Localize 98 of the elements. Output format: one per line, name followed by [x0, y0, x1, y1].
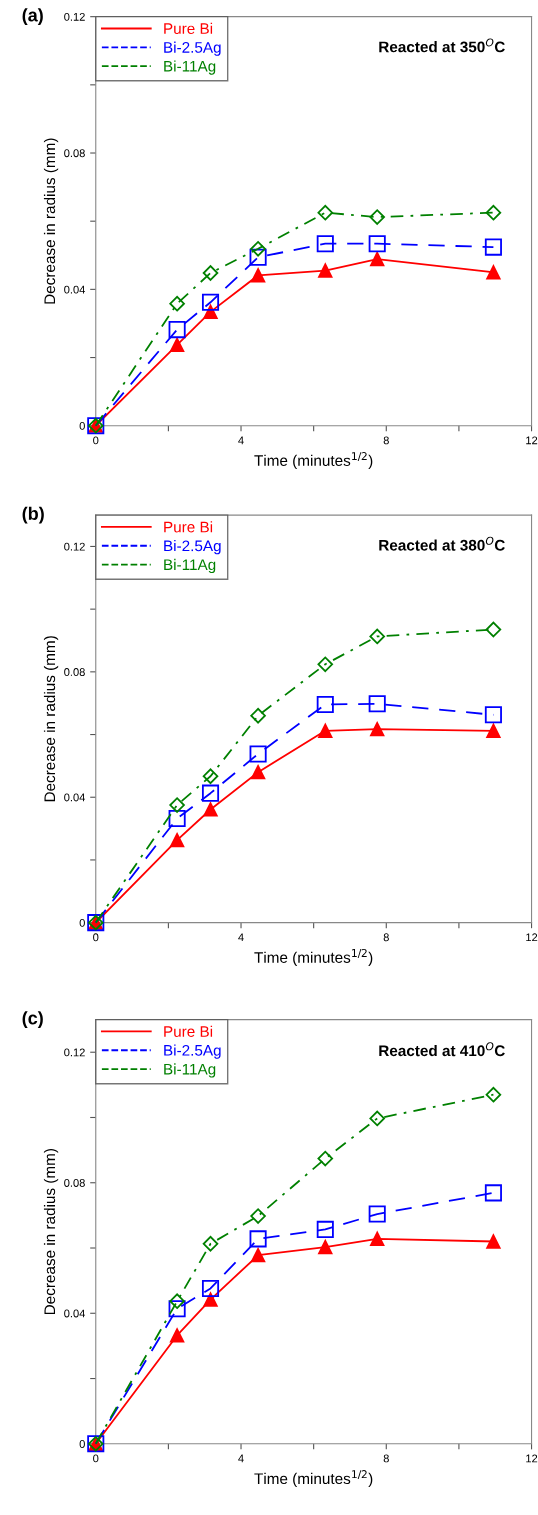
- y-tick-label: 0.12: [64, 12, 85, 21]
- y-tick-label: 0.04: [64, 793, 86, 802]
- legend-label: Bi-2.5Ag: [164, 41, 221, 56]
- point: [201, 784, 220, 802]
- point: [250, 1208, 266, 1224]
- point: [169, 337, 185, 353]
- point: [368, 235, 386, 253]
- point: [250, 268, 266, 283]
- point: [318, 723, 333, 738]
- point: [168, 1300, 186, 1318]
- y-tick-label: 0.12: [64, 1048, 85, 1057]
- y-tick-label: 0.04: [64, 1309, 86, 1318]
- x-tick-label: 4: [238, 933, 244, 942]
- point: [486, 265, 501, 280]
- y-tick-label: 0.08: [64, 668, 85, 676]
- x-tick-label: 12: [526, 933, 538, 942]
- legend-label: Pure Bi: [164, 521, 213, 533]
- legend-label: Bi-11Ag: [164, 558, 216, 574]
- legend-label: Bi-2.5Ag: [164, 1044, 221, 1059]
- point: [485, 621, 502, 638]
- legend-label: Bi-2.5Ag: [164, 540, 221, 555]
- point: [169, 1293, 185, 1309]
- text: (b): [22, 506, 44, 524]
- point: [250, 1248, 266, 1263]
- x-tick-label: 8: [383, 436, 389, 445]
- point: [317, 204, 334, 221]
- point: [316, 235, 334, 253]
- text: Reacted at 380$^{O}$C: [379, 536, 505, 551]
- x-tick-label: 12: [526, 1454, 538, 1463]
- point: [169, 833, 185, 848]
- point: [318, 1239, 333, 1255]
- y-tick-label: 0: [79, 1440, 85, 1448]
- point: [486, 1234, 501, 1249]
- y-tick-label: 0: [79, 918, 85, 927]
- point: [318, 263, 333, 278]
- point: [250, 241, 266, 257]
- point: [249, 1230, 267, 1248]
- point: [201, 293, 220, 311]
- point: [169, 1328, 185, 1343]
- point: [250, 765, 266, 780]
- point: [249, 745, 267, 763]
- text: (c): [22, 1011, 43, 1029]
- point: [484, 238, 502, 256]
- point: [369, 1110, 385, 1127]
- point: [316, 1220, 334, 1238]
- text: Reacted at 410$^{O}$C: [379, 1042, 505, 1057]
- y-axis-title: Decrease in radius (mm): [43, 636, 59, 802]
- point: [485, 204, 502, 221]
- point: [317, 1150, 334, 1167]
- y-tick-label: 0.08: [64, 1179, 85, 1187]
- x-tick-label: 12: [526, 436, 538, 445]
- point: [484, 706, 502, 724]
- x-tick-label: 8: [383, 933, 389, 942]
- x-tick-label: 0: [93, 436, 99, 445]
- point: [368, 1205, 386, 1223]
- point: [484, 1184, 502, 1202]
- point: [486, 723, 501, 738]
- point: [317, 656, 334, 673]
- legend-label: Pure Bi: [164, 1025, 213, 1037]
- y-tick-label: 0.08: [64, 149, 85, 158]
- point: [202, 265, 219, 281]
- point: [370, 251, 385, 267]
- point: [370, 1231, 385, 1247]
- point: [370, 722, 385, 737]
- point: [485, 1086, 502, 1103]
- point: [368, 695, 386, 713]
- text: Reacted at 350$^{O}$C: [379, 38, 505, 53]
- x-tick-label: 0: [93, 1454, 99, 1463]
- x-axis-title: Time (minutes$^{1/2}$): [254, 452, 373, 469]
- point: [201, 1279, 220, 1298]
- point: [249, 248, 267, 266]
- x-tick-label: 4: [238, 436, 244, 445]
- point: [202, 1235, 219, 1252]
- x-axis-title: Time (minutes$^{1/2}$): [254, 1470, 373, 1488]
- x-axis-title: Time (minutes$^{1/2}$): [254, 948, 373, 966]
- y-tick-label: 0: [79, 421, 85, 430]
- y-tick-label: 0.04: [64, 285, 86, 294]
- point: [169, 295, 185, 312]
- point: [203, 1292, 218, 1307]
- y-axis-title: Decrease in radius (mm): [43, 138, 59, 304]
- y-tick-label: 0.12: [64, 542, 85, 551]
- point: [203, 802, 218, 817]
- legend-label: Bi-11Ag: [164, 1063, 216, 1078]
- point: [168, 810, 186, 828]
- y-axis-title: Decrease in radius (mm): [43, 1149, 59, 1315]
- point: [250, 707, 266, 724]
- point: [169, 797, 185, 813]
- x-tick-label: 4: [238, 1454, 244, 1463]
- legend-label: Bi-11Ag: [164, 60, 216, 75]
- x-tick-label: 0: [93, 933, 99, 942]
- point: [369, 628, 385, 645]
- point: [316, 695, 334, 713]
- point: [202, 768, 219, 785]
- text: (a): [22, 8, 43, 26]
- point: [369, 209, 385, 225]
- x-tick-label: 8: [383, 1454, 389, 1463]
- legend-label: Pure Bi: [164, 22, 213, 34]
- point: [168, 321, 186, 339]
